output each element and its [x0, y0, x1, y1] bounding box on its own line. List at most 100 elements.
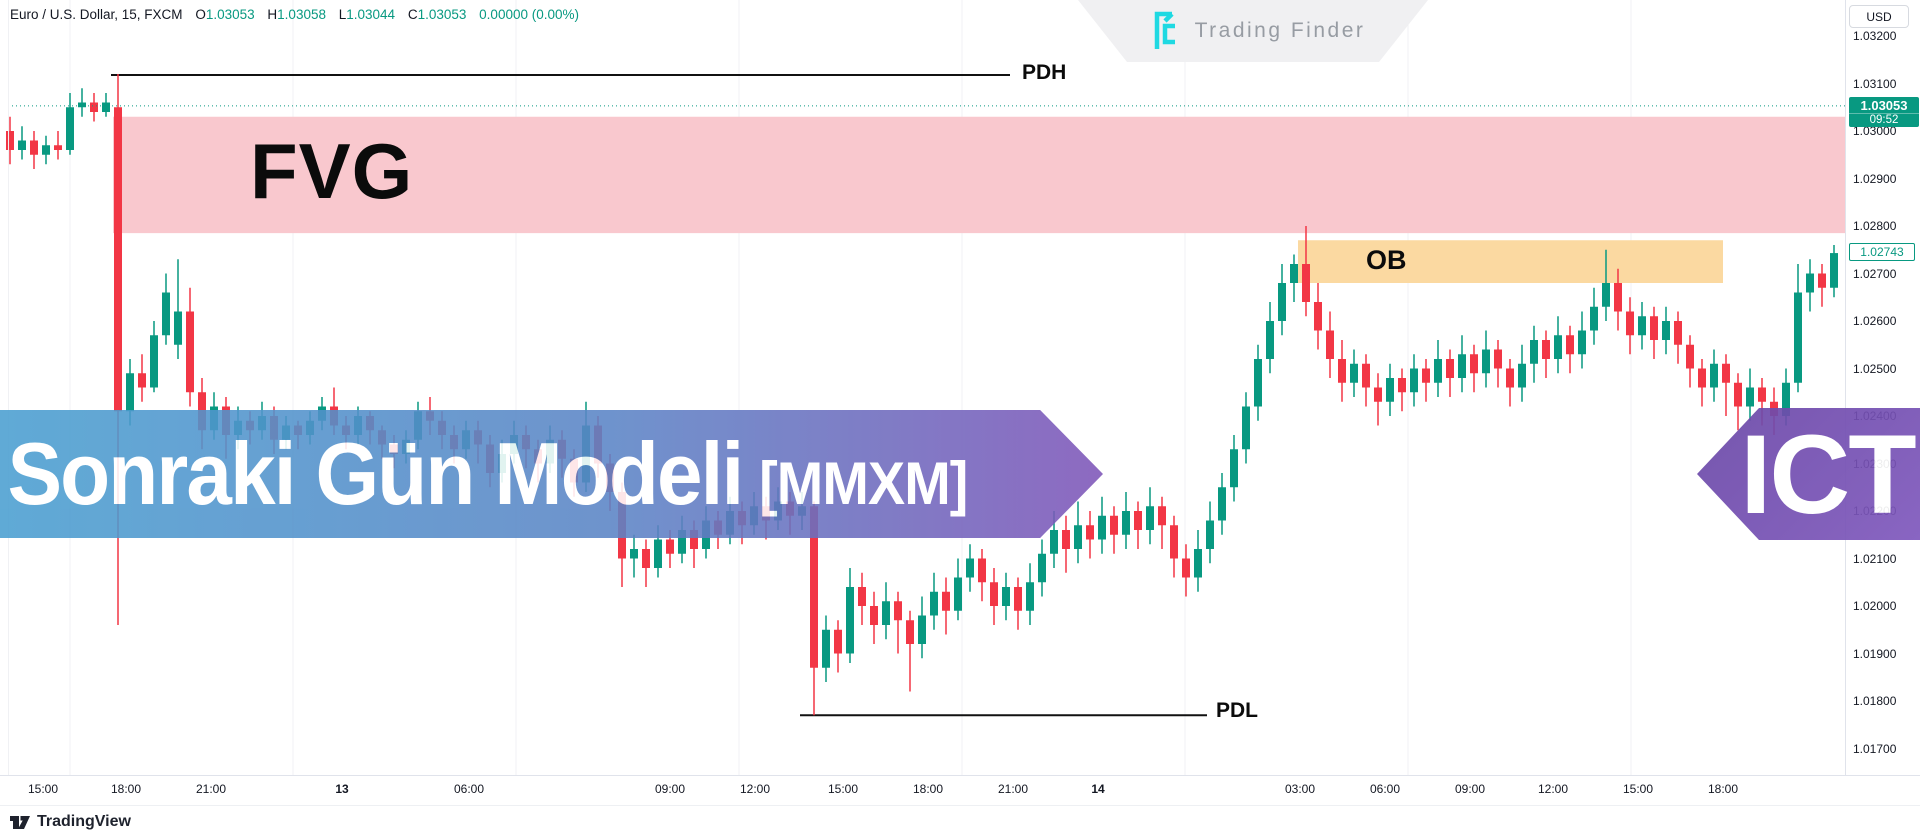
candle-body	[1446, 359, 1454, 378]
candle-body	[1482, 349, 1490, 374]
candle-body	[1326, 330, 1334, 359]
price-axis-label: 1.02000	[1853, 599, 1897, 613]
title-banner-text: Sonraki Gün Modeli	[7, 424, 744, 523]
candle-body	[1806, 273, 1814, 293]
change-value: 0.00000 (0.00%)	[479, 7, 579, 22]
price-axis-label: 1.02500	[1853, 361, 1897, 376]
time-axis-label: 15:00	[1622, 782, 1654, 796]
candle-body	[1014, 587, 1022, 611]
price-axis-label: 1.02900	[1853, 171, 1897, 186]
symbol-legend[interactable]: Euro / U.S. Dollar, 15, FXCM O1.03053 H1…	[10, 7, 579, 22]
previous-day-low-label: PDL	[1216, 699, 1258, 722]
candle-body	[1494, 349, 1502, 369]
candle-body	[1554, 335, 1562, 359]
ohlc-close: C1.03053	[407, 7, 467, 22]
candle-body	[822, 629, 830, 668]
candle-body	[666, 539, 674, 554]
candle-body	[1398, 378, 1406, 393]
price-axis-label: 1.01800	[1853, 694, 1897, 708]
candle-body	[1662, 321, 1670, 340]
candle-body	[1242, 406, 1250, 450]
candle-body	[1674, 321, 1682, 345]
time-axis-label: 21:00	[195, 782, 227, 796]
candle-body	[810, 506, 818, 668]
candle-body	[1518, 363, 1526, 388]
time-axis-label: 18:00	[912, 782, 944, 796]
time-axis-label: 18:00	[1707, 782, 1739, 796]
time-axis-bottom-border	[0, 805, 1920, 806]
candle-body	[1314, 302, 1322, 331]
candle-body	[1650, 316, 1658, 340]
time-axis-label: 21:00	[997, 782, 1029, 796]
candle-body	[630, 549, 638, 559]
tradingview-attribution[interactable]: TradingView	[8, 810, 131, 834]
candle-body	[1722, 363, 1730, 383]
candle-body	[906, 620, 914, 644]
brand-plaque: Trading Finder	[1078, 0, 1428, 62]
plot-left-border	[8, 0, 9, 775]
candle-body	[1710, 363, 1718, 388]
ohlc-open: O1.03053	[195, 7, 255, 22]
candle-body	[1218, 487, 1226, 521]
candle-body	[1170, 525, 1178, 559]
last-price-value: 1.03053	[1860, 97, 1908, 113]
candle-body	[1302, 264, 1310, 302]
candle-body	[1146, 506, 1154, 530]
time-axis-border	[0, 775, 1920, 776]
price-axis-label: 1.01900	[1853, 646, 1897, 661]
candle-body	[1734, 382, 1742, 407]
ict-banner-text: ICT	[1740, 411, 1916, 537]
time-axis-label: 13	[335, 782, 349, 796]
candle-body	[1746, 387, 1754, 407]
candle-body	[1026, 582, 1034, 611]
candle-body	[846, 587, 854, 654]
previous-day-high-label: PDH	[1022, 61, 1067, 84]
candle-body	[30, 140, 38, 155]
candle-body	[102, 102, 110, 112]
candle-body	[1614, 283, 1622, 312]
time-axis-label: 14	[1091, 782, 1105, 796]
candle-body	[1062, 530, 1070, 549]
candle-body	[126, 373, 134, 412]
candle-body	[90, 102, 98, 112]
candle-body	[858, 587, 866, 606]
candle-body	[1134, 511, 1142, 530]
currency-selector[interactable]: USD	[1849, 5, 1909, 28]
fvg-zone[interactable]	[113, 116, 1845, 234]
time-axis-label: 06:00	[453, 782, 485, 796]
candle-body	[1374, 387, 1382, 402]
order-block-zone[interactable]	[1298, 240, 1723, 283]
candle-body	[1230, 449, 1238, 488]
candle-body	[1638, 316, 1646, 336]
candle-body	[1542, 340, 1550, 359]
candle-body	[990, 582, 998, 606]
price-axis-label: 1.02800	[1853, 219, 1897, 233]
candle-body	[1158, 506, 1166, 526]
candle-body	[1086, 525, 1094, 540]
candle-body	[1266, 321, 1274, 359]
candle-body	[138, 373, 146, 388]
candle-body	[954, 577, 962, 611]
candle-body	[690, 530, 698, 549]
candle-body	[930, 591, 938, 616]
candle-body	[942, 591, 950, 611]
candle-body	[1194, 549, 1202, 578]
candle-body	[6, 131, 14, 150]
candle-body	[174, 311, 182, 345]
candle-body	[1410, 368, 1418, 393]
candle-body	[1470, 354, 1478, 374]
candle-body	[1338, 359, 1346, 383]
candle-body	[1686, 344, 1694, 369]
candle-body	[894, 601, 902, 621]
candle-body	[1566, 335, 1574, 355]
candle-body	[1458, 354, 1466, 378]
candle-body	[1422, 368, 1430, 383]
ohlc-high: H1.03058	[267, 7, 326, 22]
candle-body	[1758, 387, 1766, 402]
candle-body	[870, 606, 878, 625]
candle-body	[1794, 292, 1802, 383]
time-axis-label: 18:00	[110, 782, 142, 796]
time-axis-label: 09:00	[1454, 782, 1486, 796]
